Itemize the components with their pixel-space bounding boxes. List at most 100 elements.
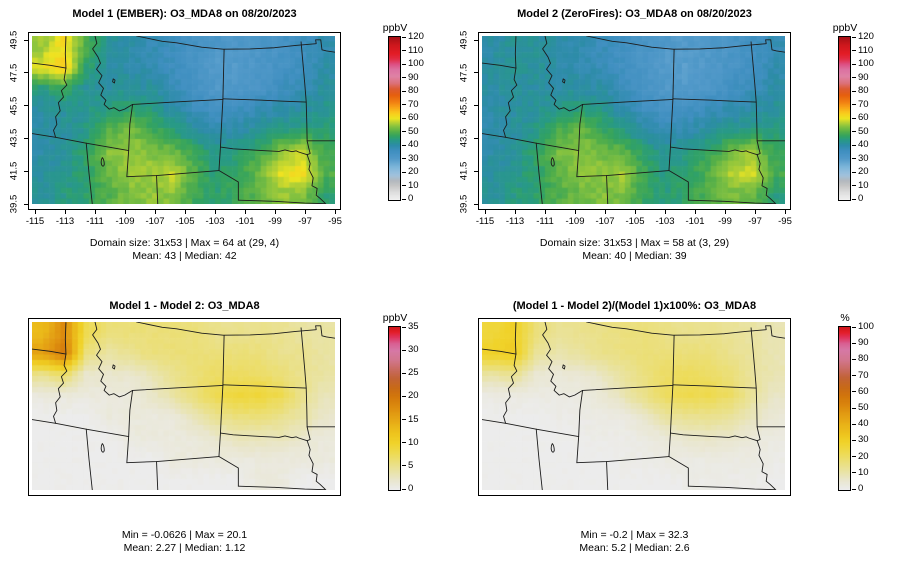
- x-axis-tick: [484, 210, 486, 214]
- panel-title: (Model 1 - Model 2)/(Model 1)x100%: O3_M…: [512, 300, 757, 312]
- map-model2-zerofires: [478, 32, 791, 210]
- y-axis-tick-label: 41.5: [458, 161, 470, 181]
- x-axis-tick: [634, 210, 636, 214]
- colorbar-tick: [402, 63, 406, 65]
- colorbar-tick-label: 25: [408, 367, 419, 379]
- x-axis-tick: [664, 210, 666, 214]
- colorbar-tick-label: 30: [858, 434, 869, 446]
- y-axis-tick-label: 41.5: [8, 161, 20, 181]
- colorbar-tick: [402, 326, 406, 328]
- colorbar-tick: [852, 185, 856, 186]
- x-axis-tick-label: -105: [175, 216, 195, 227]
- stats-text: Domain size: 31x53 | Max = 58 at (3, 29)…: [468, 237, 801, 262]
- y-axis-tick: [474, 105, 478, 107]
- panel-model2-zerofires: Model 2 (ZeroFires): O3_MDA8 on 08/20/20…: [450, 0, 900, 290]
- y-axis-tick: [24, 203, 28, 205]
- x-axis-tick-label: -103: [205, 216, 225, 227]
- colorbar-gradient: [839, 37, 850, 200]
- x-axis-tick-label: -99: [268, 216, 282, 227]
- y-axis-tick-label: 39.5: [458, 194, 470, 214]
- colorbar-tick-label: 100: [408, 58, 424, 69]
- colorbar-tick-label: 0: [858, 483, 864, 494]
- colorbar-tick-label: 60: [858, 385, 869, 397]
- stats-line1: Min = -0.0626 | Max = 20.1: [121, 529, 248, 541]
- colorbar-tick: [402, 488, 406, 490]
- colorbar-tick: [852, 117, 856, 119]
- colorbar-tick: [402, 185, 406, 186]
- colorbar-tick-label: 70: [408, 98, 419, 110]
- colorbar-tick: [852, 342, 856, 344]
- colorbar-tick: [852, 131, 856, 132]
- map-percent-difference: [478, 318, 791, 496]
- x-axis-tick-label: -113: [505, 216, 525, 227]
- x-axis-tick: [94, 210, 96, 214]
- colorbar-tick-label: 30: [408, 344, 419, 356]
- x-axis-tick: [724, 210, 726, 214]
- colorbar-tick: [402, 50, 406, 51]
- colorbar-tick-label: 40: [408, 139, 419, 150]
- colorbar-tick: [402, 131, 406, 132]
- x-axis-tick-label: -101: [685, 216, 705, 227]
- colorbar-tick-label: 120: [858, 31, 874, 42]
- colorbar-tick: [402, 104, 406, 105]
- colorbar-tick: [852, 407, 856, 409]
- x-axis-tick: [214, 210, 216, 214]
- x-axis-tick-label: -115: [25, 216, 45, 227]
- colorbar-tick-label: 70: [858, 369, 869, 381]
- colorbar-tick-label: 100: [858, 321, 874, 332]
- colorbar-tick: [402, 349, 406, 351]
- colorbar-tick: [852, 158, 856, 159]
- y-axis-tick-label: 49.5: [458, 30, 470, 50]
- y-axis-tick: [24, 170, 28, 172]
- x-axis-tick: [274, 210, 276, 214]
- x-axis-tick-label: -115: [475, 216, 495, 227]
- colorbar-tick-label: 0: [408, 483, 414, 494]
- x-axis-tick-label: -97: [298, 216, 312, 227]
- x-axis-tick-label: -111: [536, 216, 554, 227]
- colorbar-tick-label: 90: [858, 337, 869, 349]
- x-axis-tick: [334, 210, 336, 214]
- colorbar-tick-label: 90: [858, 71, 869, 83]
- colorbar-tick: [852, 358, 856, 360]
- colorbar-tick: [852, 104, 856, 105]
- colorbar-tick: [852, 50, 856, 51]
- colorbar-gradient: [389, 37, 400, 200]
- x-axis-tick: [154, 210, 156, 214]
- x-axis-tick-label: -95: [778, 216, 792, 227]
- colorbar-tick-label: 20: [408, 166, 419, 177]
- y-axis-tick: [474, 203, 478, 205]
- colorbar-tick-label: 40: [858, 418, 869, 430]
- colorbar: [388, 326, 401, 491]
- panel-title: Model 1 - Model 2: O3_MDA8: [109, 300, 260, 312]
- colorbar-gradient: [839, 327, 850, 490]
- map-model1-ember: [28, 32, 341, 210]
- colorbar-tick: [852, 90, 856, 92]
- colorbar-unit-label: ppbV: [382, 22, 408, 34]
- colorbar-tick-label: 30: [858, 152, 869, 164]
- colorbar-tick-label: 10: [408, 436, 419, 448]
- x-axis-tick: [544, 210, 546, 214]
- x-axis-tick: [34, 210, 36, 214]
- colorbar-tick-label: 0: [408, 193, 414, 204]
- colorbar-tick: [852, 391, 856, 393]
- x-axis-tick-label: -107: [595, 216, 615, 227]
- map-raster: [32, 322, 335, 490]
- colorbar-tick-label: 10: [858, 466, 869, 478]
- x-axis-tick: [184, 210, 186, 214]
- colorbar-tick-label: 90: [408, 71, 419, 83]
- x-axis-tick: [124, 210, 126, 214]
- stats-line1: Domain size: 31x53 | Max = 58 at (3, 29): [539, 237, 730, 249]
- colorbar-tick-label: 80: [858, 353, 869, 365]
- colorbar-tick-label: 60: [408, 112, 419, 123]
- colorbar-tick: [402, 77, 406, 78]
- y-axis-tick-label: 39.5: [8, 194, 20, 214]
- x-axis-tick: [64, 210, 66, 214]
- x-axis-tick: [694, 210, 696, 214]
- colorbar-tick-label: 70: [858, 98, 869, 110]
- y-axis-tick-label: 45.5: [458, 96, 470, 115]
- y-axis-tick: [24, 137, 28, 139]
- map-raster: [32, 36, 335, 204]
- x-axis-tick-label: -103: [655, 216, 675, 227]
- colorbar-tick: [852, 198, 856, 200]
